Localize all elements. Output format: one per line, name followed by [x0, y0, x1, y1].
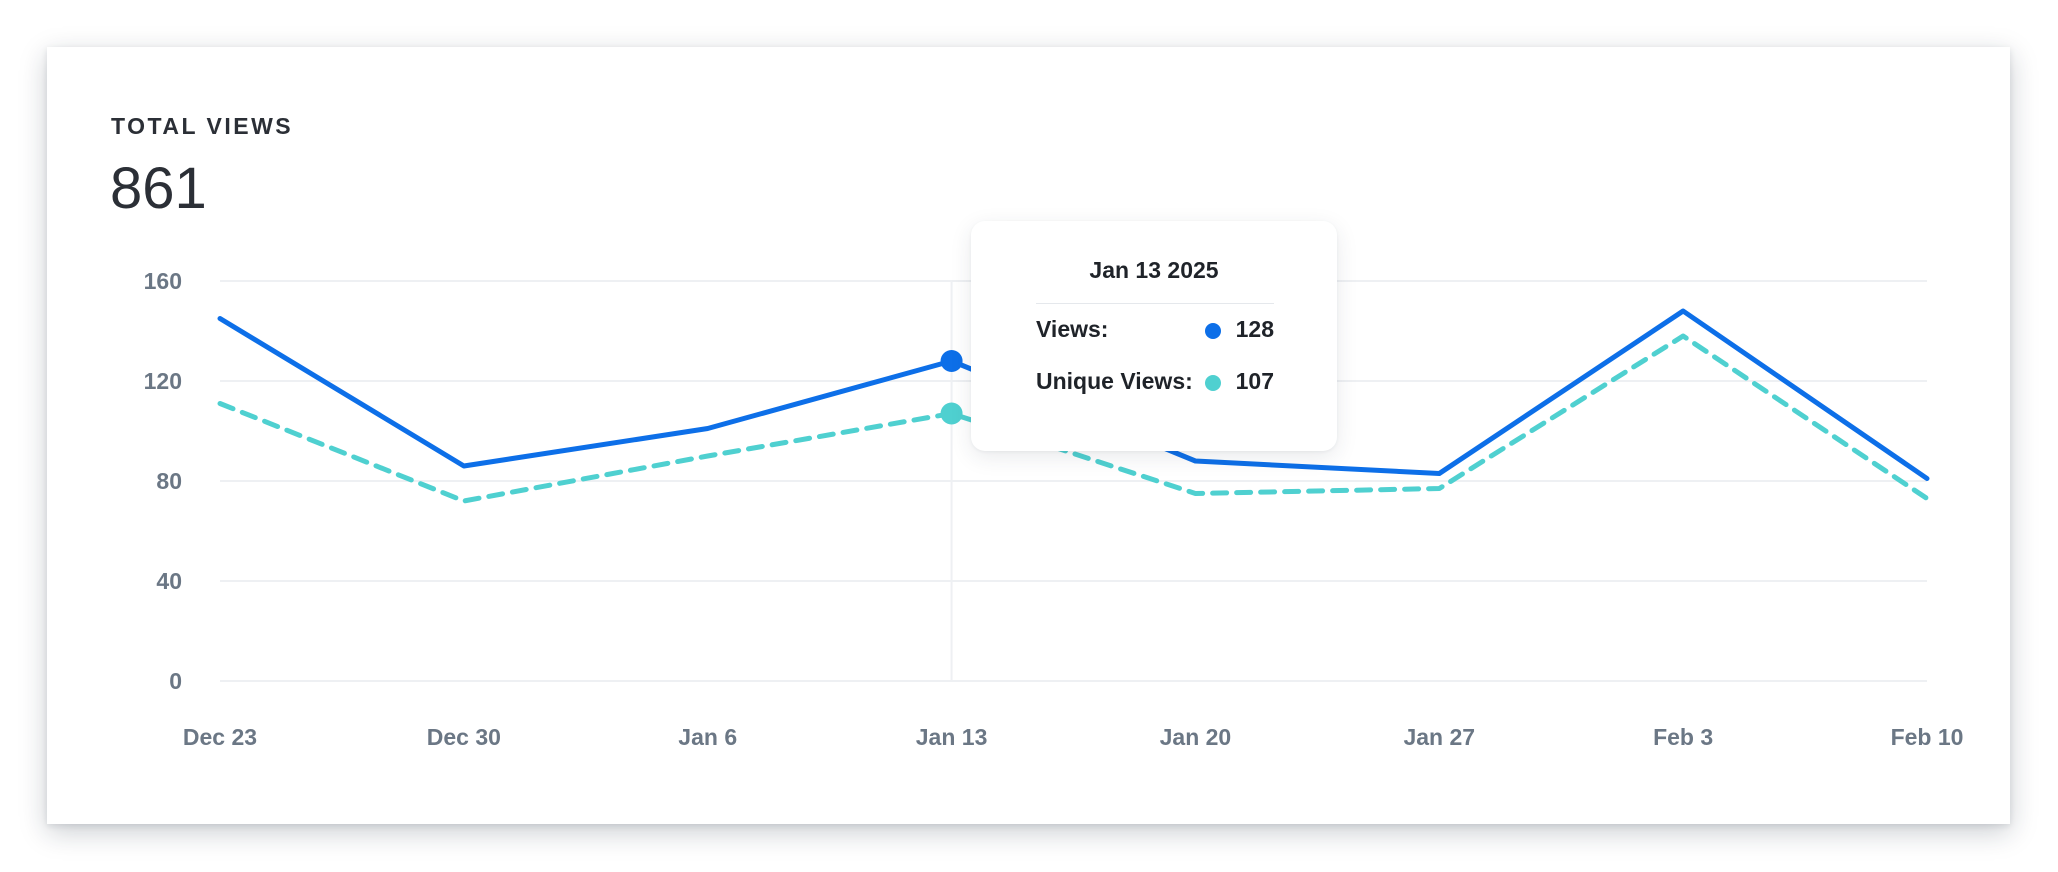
unique-views-legend-dot-icon	[1205, 375, 1221, 391]
tooltip-unique-views-value: 107	[1235, 368, 1274, 394]
tooltip-views-value: 128	[1235, 316, 1274, 342]
x-tick-label: Dec 23	[183, 724, 257, 750]
axis-labels: 0 40 80 120 160 Dec 23 Dec 30 Jan 6 Jan 13 Jan 20…	[144, 268, 1964, 750]
tooltip-row-views: Views: 128	[1036, 316, 1274, 346]
series-line-unique-views	[217, 333, 1930, 504]
x-tick-label: Jan 6	[678, 724, 737, 750]
x-tick-label: Jan 13	[916, 724, 988, 750]
y-tick-label: 40	[156, 568, 182, 594]
y-tick-label: 80	[156, 468, 182, 494]
x-tick-label: Dec 30	[427, 724, 501, 750]
metric-value: 861	[110, 156, 207, 221]
hover-markers	[940, 350, 963, 425]
tooltip-views-label: Views:	[1036, 316, 1109, 342]
highlight-marker-unique-views	[940, 402, 963, 425]
x-tick-label: Jan 27	[1403, 724, 1475, 750]
y-tick-label: 0	[169, 668, 182, 694]
chart-tooltip: Jan 13 2025 Views: 128 Unique Views: 107	[971, 221, 1337, 451]
x-tick-label: Feb 10	[1891, 724, 1964, 750]
tooltip-date: Jan 13 2025	[1089, 257, 1219, 283]
tooltip-row-unique-views: Unique Views: 107	[1036, 368, 1274, 398]
tooltip-unique-views-label: Unique Views:	[1036, 368, 1193, 394]
x-tick-label: Jan 20	[1160, 724, 1232, 750]
y-tick-label: 120	[144, 368, 182, 394]
views-legend-dot-icon	[1205, 323, 1221, 339]
highlight-marker-views	[940, 350, 963, 372]
x-tick-label: Feb 3	[1653, 724, 1713, 750]
tooltip-divider	[1036, 303, 1274, 304]
y-tick-label: 160	[144, 268, 182, 294]
metric-label: TOTAL VIEWS	[111, 113, 294, 139]
